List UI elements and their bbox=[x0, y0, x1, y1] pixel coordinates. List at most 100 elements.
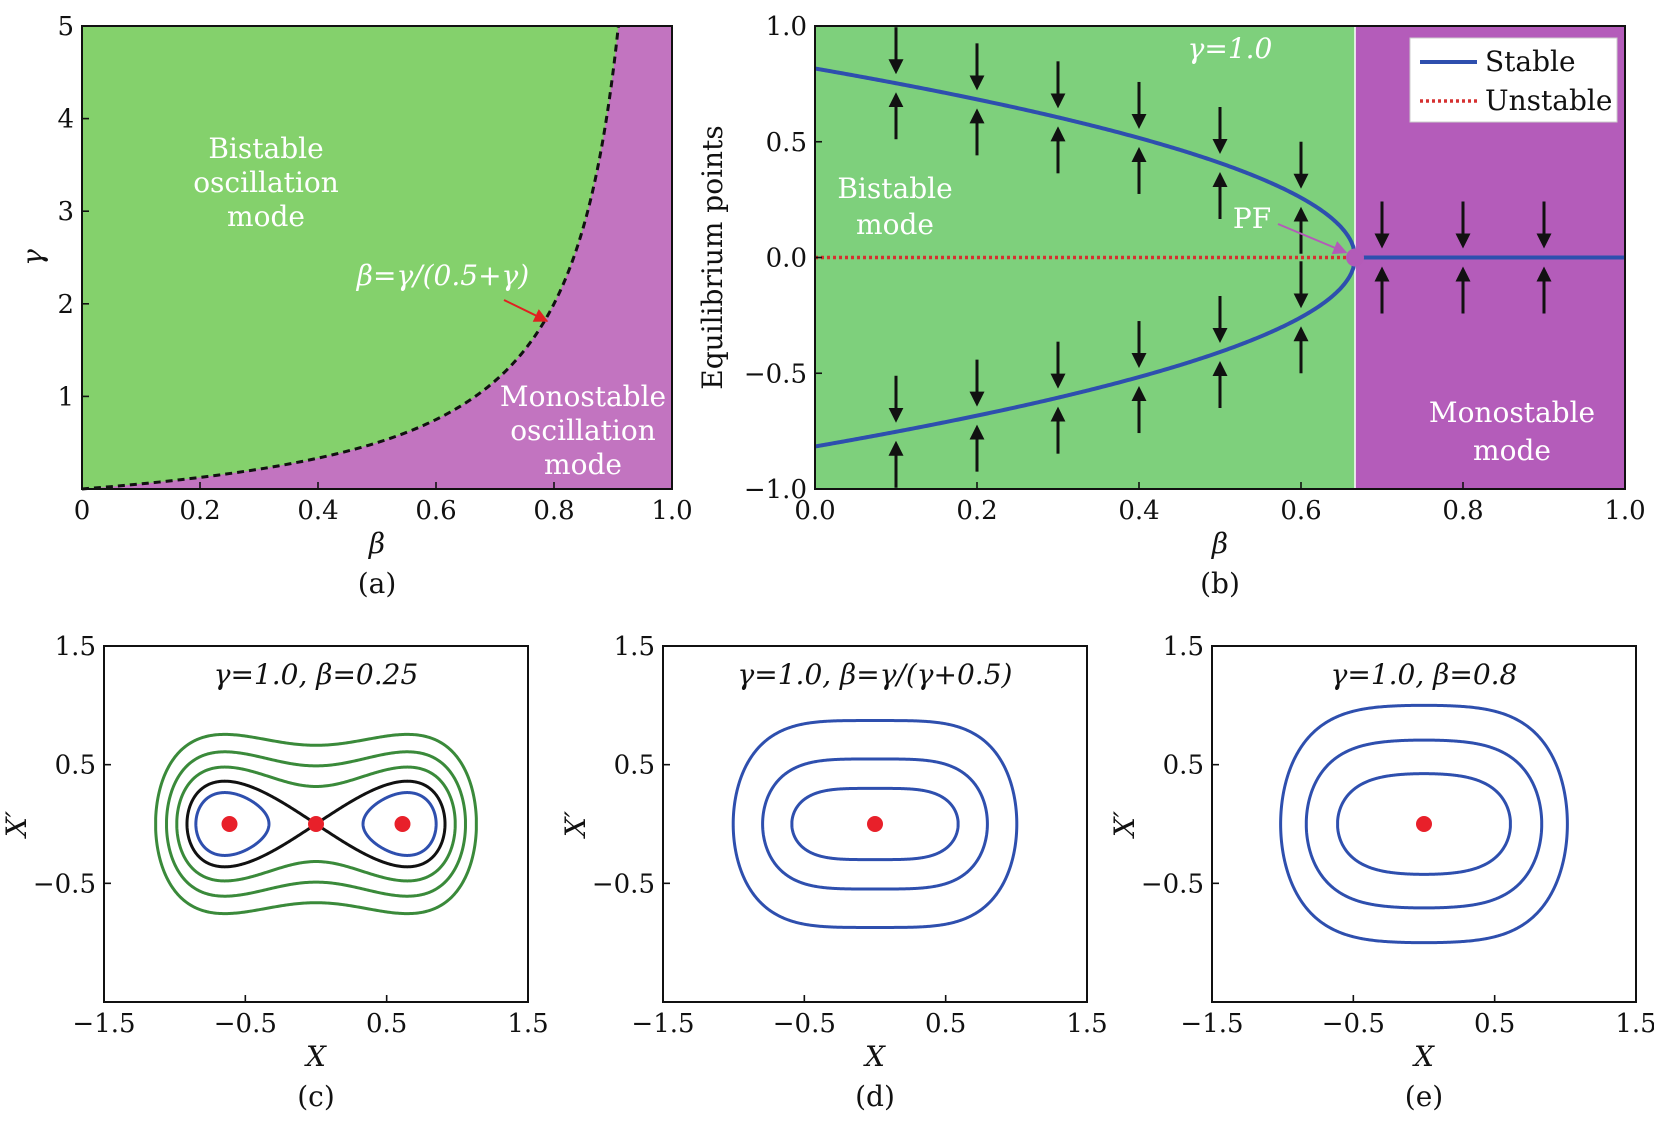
region-bistable bbox=[82, 26, 619, 489]
y-tick-label: 1.5 bbox=[614, 632, 655, 662]
y-tick-label: 3 bbox=[57, 197, 74, 227]
bifurcation-label: PF bbox=[1233, 202, 1271, 235]
trajectory-contour bbox=[731, 719, 1019, 929]
bifurcation-arrow bbox=[1277, 223, 1348, 255]
x-tick-label: 0.2 bbox=[956, 496, 997, 526]
x-tick-label: 0.5 bbox=[1474, 1009, 1515, 1039]
y-tick-label: 0.5 bbox=[766, 128, 807, 158]
panel-c: γ=1.0, β=0.25 −1.5 −0.5 0.5 1.5 −0.5 0.5 1.5 X (c… bbox=[0, 632, 549, 1113]
y-tick-label: 0.0 bbox=[766, 244, 807, 274]
x-tick-label: 0.2 bbox=[179, 496, 220, 526]
axes-frame bbox=[1211, 645, 1637, 1003]
y-tick-label: 5 bbox=[57, 12, 74, 42]
x-axis-label: X bbox=[1412, 1040, 1435, 1073]
x-tick-label: 0.5 bbox=[366, 1009, 407, 1039]
x-tick-label: 1.5 bbox=[1615, 1009, 1654, 1039]
y-tick-label: 4 bbox=[57, 105, 74, 135]
x-tick-label: −1.5 bbox=[631, 1009, 694, 1039]
panel-title: γ=1.0, β=γ/(γ+0.5) bbox=[738, 658, 1013, 691]
legend-label-unstable: Unstable bbox=[1485, 84, 1612, 117]
trajectory-contour bbox=[154, 732, 478, 916]
series-stable-upper bbox=[814, 66, 1358, 258]
x-axis-label: X bbox=[304, 1040, 327, 1073]
region-label-bistable: Bistable bbox=[208, 132, 323, 165]
panel-title: γ=1.0, β=0.25 bbox=[214, 658, 419, 691]
equilibrium-point bbox=[308, 816, 324, 832]
x-tick-label: −1.5 bbox=[1180, 1009, 1243, 1039]
panels: BistableoscillationmodeMonostableoscilla… bbox=[0, 12, 1654, 1113]
trajectory-contour bbox=[761, 757, 989, 891]
trajectory-contour bbox=[194, 791, 271, 857]
axes-frame bbox=[81, 25, 673, 490]
boundary-formula-label: β=γ/(0.5+γ) bbox=[356, 259, 529, 292]
x-axis-label: β bbox=[368, 527, 385, 560]
gamma-label: γ=1.0 bbox=[1188, 32, 1273, 65]
trajectory-contour bbox=[175, 765, 457, 883]
x-axis-label: X bbox=[863, 1040, 886, 1073]
y-tick-label: 1.0 bbox=[766, 12, 807, 42]
series-stable-lower bbox=[814, 257, 1358, 449]
x-tick-label: −0.5 bbox=[773, 1009, 836, 1039]
y-tick-label: −1.0 bbox=[744, 475, 807, 505]
trajectory-contour bbox=[361, 791, 438, 857]
x-tick-label: −1.5 bbox=[72, 1009, 135, 1039]
legend-label-stable: Stable bbox=[1485, 45, 1576, 78]
panel-caption: (b) bbox=[1200, 567, 1240, 600]
y-axis-label: X′ bbox=[559, 810, 592, 839]
trajectory-contour bbox=[1304, 738, 1544, 910]
equilibrium-point bbox=[394, 816, 411, 832]
x-tick-label: 1.0 bbox=[651, 496, 692, 526]
panel-caption: (e) bbox=[1405, 1080, 1443, 1113]
axes-frame bbox=[662, 645, 1088, 1003]
y-tick-label: 0.5 bbox=[55, 751, 96, 781]
x-tick-label: 0.0 bbox=[794, 496, 835, 526]
x-tick-label: 1.5 bbox=[507, 1009, 548, 1039]
region-label-monostable: Monostable bbox=[1429, 396, 1595, 429]
panel-title: γ=1.0, β=0.8 bbox=[1331, 658, 1518, 691]
x-tick-label: 0.4 bbox=[297, 496, 338, 526]
panel-caption: (d) bbox=[855, 1080, 895, 1113]
region-label-bistable: oscillation bbox=[193, 166, 339, 199]
x-tick-label: −0.5 bbox=[214, 1009, 277, 1039]
legend: Stable Unstable bbox=[1409, 37, 1618, 123]
region-label-bistable: mode bbox=[856, 208, 934, 241]
panel-caption: (a) bbox=[358, 567, 397, 600]
y-tick-label: −0.5 bbox=[744, 359, 807, 389]
trajectory-contour bbox=[1336, 772, 1512, 876]
y-tick-label: −0.5 bbox=[592, 869, 655, 899]
x-tick-label: 1.0 bbox=[1604, 496, 1645, 526]
equilibrium-point bbox=[867, 816, 883, 832]
panel-caption: (c) bbox=[297, 1080, 335, 1113]
y-tick-label: −0.5 bbox=[1141, 869, 1204, 899]
y-tick-label: 0.5 bbox=[614, 751, 655, 781]
annotation-arrow bbox=[503, 299, 549, 322]
axes-frame bbox=[103, 645, 529, 1003]
x-tick-label: −0.5 bbox=[1322, 1009, 1385, 1039]
region-label-monostable: Monostable bbox=[500, 380, 666, 413]
y-tick-label: −0.5 bbox=[33, 869, 96, 899]
panel-e: γ=1.0, β=0.8 −1.5 −0.5 0.5 1.5 −0.5 0.5 1.5 X (e)… bbox=[1108, 632, 1654, 1113]
region-label-monostable: mode bbox=[1473, 434, 1551, 467]
y-axis-label: X′ bbox=[0, 810, 33, 839]
y-axis-label: Equilibrium points bbox=[696, 125, 729, 389]
y-axis-label: γ bbox=[16, 249, 49, 266]
panel-d: γ=1.0, β=γ/(γ+0.5) −1.5 −0.5 0.5 1.5 −0.5 0.5 1… bbox=[559, 632, 1108, 1113]
y-tick-label: 1 bbox=[57, 382, 74, 412]
y-tick-label: 0.5 bbox=[1163, 751, 1204, 781]
bifurcation-point bbox=[1346, 248, 1365, 267]
x-axis-label: β bbox=[1211, 527, 1228, 560]
x-tick-label: 0 bbox=[74, 496, 91, 526]
trajectory-contour bbox=[165, 750, 467, 898]
y-tick-label: 1.5 bbox=[1163, 632, 1204, 662]
equilibrium-point bbox=[1416, 816, 1432, 832]
y-tick-label: 1.5 bbox=[55, 632, 96, 662]
y-tick-label: 2 bbox=[57, 290, 74, 320]
separatrix-contour bbox=[185, 779, 447, 869]
x-tick-label: 0.6 bbox=[415, 496, 456, 526]
x-tick-label: 0.4 bbox=[1118, 496, 1159, 526]
region-label-monostable: oscillation bbox=[510, 414, 656, 447]
region-label-bistable: mode bbox=[227, 200, 305, 233]
trajectory-contour bbox=[790, 786, 960, 862]
x-tick-label: 0.8 bbox=[533, 496, 574, 526]
